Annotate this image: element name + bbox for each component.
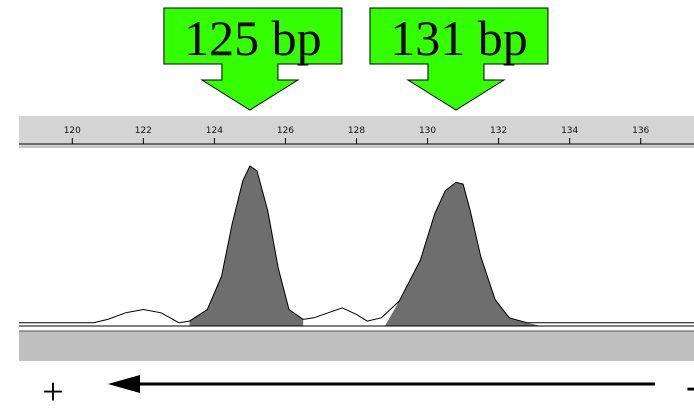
peak-fill (189, 166, 304, 326)
x-tick-label: 136 (632, 126, 649, 136)
x-tick-label: 130 (419, 126, 436, 136)
callout-group: 125 bp 131 bp (163, 7, 549, 111)
plus-symbol: + (42, 371, 63, 412)
x-tick-label: 132 (490, 126, 507, 136)
plot-area (19, 165, 694, 327)
x-tick-label: 128 (348, 126, 365, 136)
x-tick-label: 122 (135, 126, 152, 136)
x-tick-label: 120 (64, 126, 81, 136)
x-tick-label: 124 (206, 126, 223, 136)
trace-line (19, 165, 694, 324)
x-tick-label: 134 (561, 126, 578, 136)
migration-arrow-head (108, 375, 140, 393)
minus-symbol: - (686, 365, 694, 407)
x-tick-label: 126 (277, 126, 294, 136)
peak-fill (384, 182, 542, 326)
tick-group: 120 122 124 126 128 130 132 134 136 (64, 126, 650, 144)
lower-band (19, 331, 694, 361)
callout-arrow (369, 7, 549, 111)
callout-label: 131 bp (390, 10, 528, 66)
callout-arrow (163, 7, 343, 111)
callout-label: 125 bp (184, 10, 322, 66)
